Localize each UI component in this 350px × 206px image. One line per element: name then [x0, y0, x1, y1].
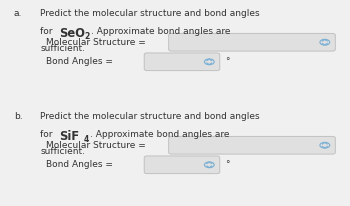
Text: . Approximate bond angles are: . Approximate bond angles are [91, 27, 231, 36]
Text: SeO: SeO [60, 27, 85, 40]
Text: . Approximate bond angles are: . Approximate bond angles are [90, 130, 229, 139]
Text: b.: b. [14, 112, 23, 121]
Text: SiF: SiF [60, 130, 80, 143]
FancyBboxPatch shape [144, 156, 220, 174]
Text: °: ° [225, 160, 229, 169]
Text: Predict the molecular structure and bond angles: Predict the molecular structure and bond… [40, 112, 260, 121]
Text: for: for [40, 130, 56, 139]
Text: sufficient.: sufficient. [40, 44, 85, 53]
Text: for: for [40, 27, 56, 36]
Text: sufficient.: sufficient. [40, 147, 85, 156]
Text: a.: a. [14, 9, 22, 18]
Text: Bond Angles =: Bond Angles = [46, 57, 112, 66]
Text: Bond Angles =: Bond Angles = [46, 160, 112, 169]
Text: °: ° [225, 57, 229, 66]
Text: Molecular Structure =: Molecular Structure = [46, 141, 145, 150]
Text: 2: 2 [85, 32, 90, 41]
Text: Molecular Structure =: Molecular Structure = [46, 38, 145, 47]
FancyBboxPatch shape [144, 53, 220, 71]
Text: Predict the molecular structure and bond angles: Predict the molecular structure and bond… [40, 9, 260, 18]
FancyBboxPatch shape [169, 136, 335, 154]
Text: 4: 4 [83, 135, 89, 144]
FancyBboxPatch shape [169, 33, 335, 51]
